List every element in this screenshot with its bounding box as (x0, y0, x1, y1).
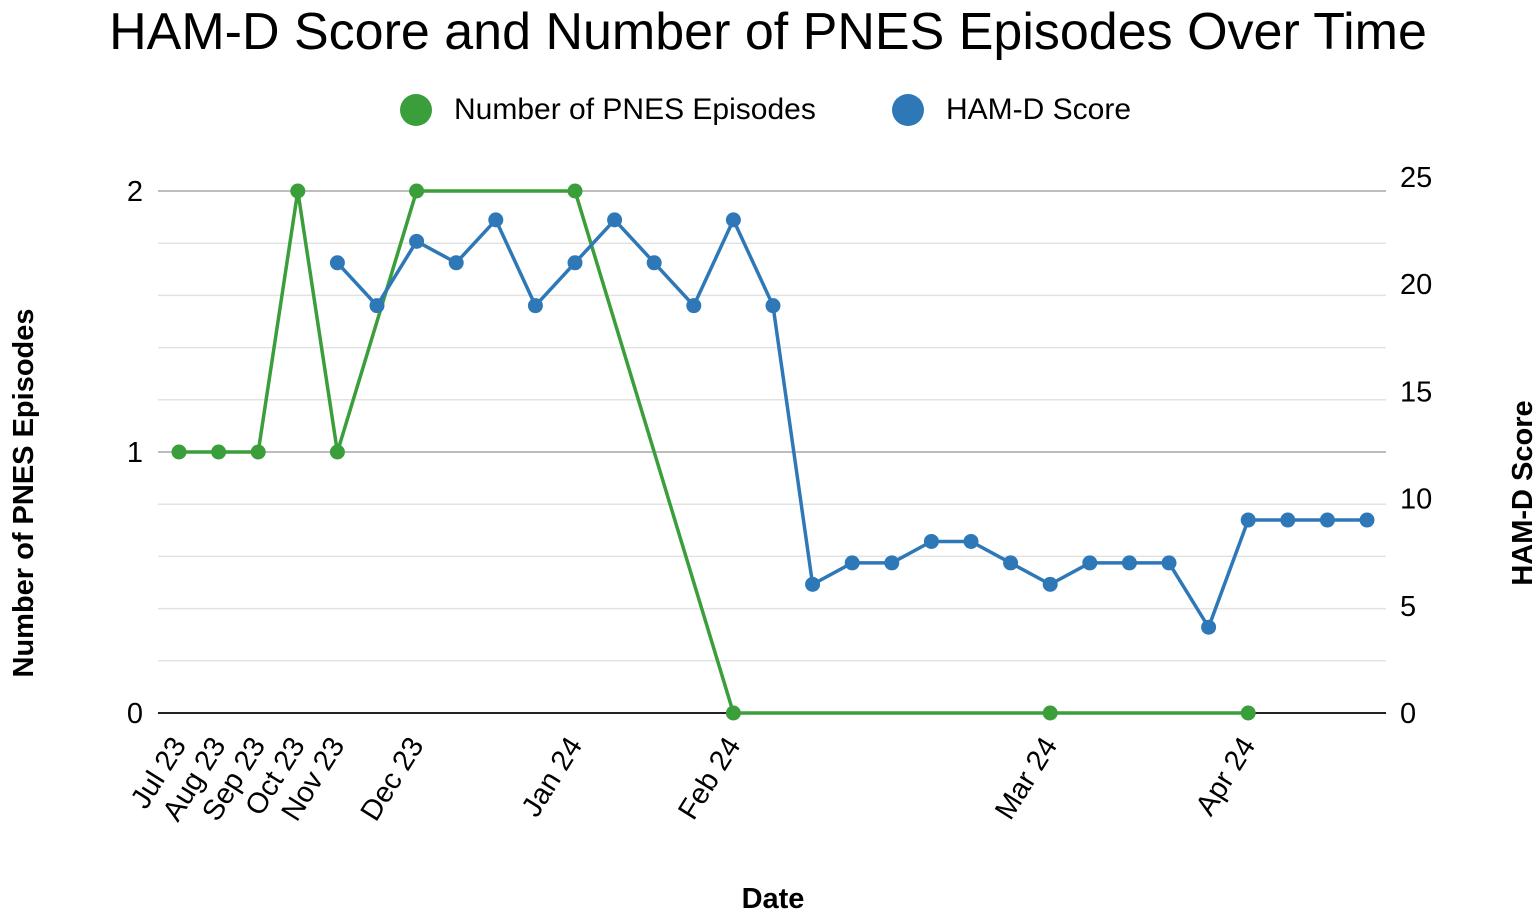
chart-title: HAM-D Score and Number of PNES Episodes … (109, 3, 1427, 61)
data-point-hamd (884, 555, 900, 571)
data-point-hamd (1121, 555, 1137, 571)
data-point-hamd (1082, 555, 1098, 571)
right-y-tick-label: 25 (1400, 162, 1432, 194)
data-point-hamd (923, 533, 939, 549)
data-point-hamd (488, 212, 504, 228)
data-point-hamd (725, 212, 741, 228)
x-tick-label: Feb 24 (672, 732, 747, 826)
legend-label-pnes: Number of PNES Episodes (454, 93, 816, 126)
right-y-tick-label: 20 (1400, 269, 1432, 301)
data-point-pnes (409, 183, 425, 199)
data-point-pnes (290, 183, 306, 199)
data-point-hamd (607, 212, 623, 228)
data-point-hamd (567, 255, 583, 271)
left-y-tick-label: 2 (127, 176, 143, 208)
data-point-hamd (1201, 619, 1217, 635)
right-y-tick-label: 15 (1400, 376, 1432, 408)
data-point-pnes (1240, 705, 1256, 721)
left-y-tick-label: 0 (127, 698, 143, 730)
legend-item-pnes[interactable]: Number of PNES Episodes (400, 88, 816, 132)
left-y-tick-label: 1 (127, 437, 143, 469)
data-point-hamd (844, 555, 860, 571)
series-lines (171, 183, 1375, 721)
x-tick-label: Apr 24 (1190, 732, 1262, 821)
legend-label-hamd: HAM-D Score (946, 93, 1132, 126)
data-point-hamd (686, 298, 702, 314)
data-point-hamd (1240, 512, 1256, 528)
data-point-hamd (963, 533, 979, 549)
data-point-hamd (1280, 512, 1296, 528)
data-point-hamd (448, 255, 464, 271)
x-tick-label: Jan 24 (516, 732, 589, 823)
right-y-axis-title: HAM-D Score (1507, 400, 1536, 585)
data-point-hamd (646, 255, 662, 271)
left-y-axis-title: Number of PNES Episodes (8, 308, 40, 677)
data-point-pnes (725, 705, 741, 721)
right-y-tick-label: 0 (1400, 698, 1416, 730)
gridlines (158, 190, 1386, 662)
data-point-hamd (1319, 512, 1335, 528)
legend-marker-pnes (400, 94, 432, 126)
data-point-hamd (409, 233, 425, 249)
right-y-tick-label: 5 (1400, 591, 1416, 623)
data-point-hamd (527, 298, 543, 314)
legend-item-hamd[interactable]: HAM-D Score (892, 88, 1131, 132)
x-tick-label: Mar 24 (989, 732, 1064, 826)
data-point-hamd (1003, 555, 1019, 571)
data-point-pnes (1042, 705, 1058, 721)
data-point-hamd (1042, 576, 1058, 592)
data-point-hamd (329, 255, 345, 271)
data-point-hamd (1161, 555, 1177, 571)
right-y-tick-label: 10 (1400, 484, 1432, 516)
data-point-pnes (250, 444, 266, 460)
series-line-pnes (179, 189, 1249, 715)
data-point-hamd (805, 576, 821, 592)
data-point-pnes (211, 444, 227, 460)
legend: Number of PNES Episodes HAM-D Score (0, 88, 1536, 132)
data-point-hamd (765, 298, 781, 314)
x-axis-title: Date (742, 883, 805, 915)
data-point-pnes (171, 444, 187, 460)
x-tick-label: Dec 23 (355, 732, 431, 827)
data-point-pnes (329, 444, 345, 460)
legend-marker-hamd (892, 94, 924, 126)
data-point-pnes (567, 183, 583, 199)
data-point-hamd (1359, 512, 1375, 528)
data-point-hamd (369, 298, 385, 314)
